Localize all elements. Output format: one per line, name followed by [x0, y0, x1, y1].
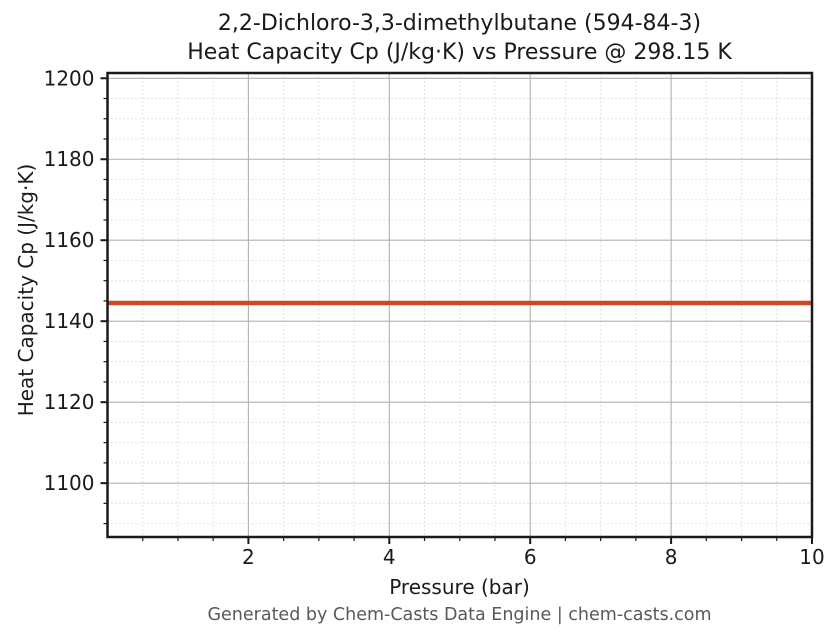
y-tick-label: 1100: [44, 471, 95, 495]
y-tick-label: 1120: [44, 390, 95, 414]
y-tick-label: 1160: [44, 228, 95, 252]
x-axis-label: Pressure (bar): [389, 575, 530, 599]
y-axis-label: Heat Capacity Cp (J/kg·K): [14, 163, 38, 417]
y-tick-label: 1180: [44, 147, 95, 171]
x-tick-label: 8: [665, 545, 678, 569]
y-tick-label: 1200: [44, 66, 95, 90]
x-tick-label: 10: [799, 545, 824, 569]
chart-title-line2: Heat Capacity Cp (J/kg·K) vs Pressure @ …: [187, 39, 732, 65]
axes-frame: [106, 71, 814, 539]
chart-title-line1: 2,2-Dichloro-3,3-dimethylbutane (594-84-…: [217, 11, 702, 36]
y-tick-label: 1140: [44, 309, 95, 333]
x-tick-label: 4: [383, 545, 396, 569]
chart-title: 2,2-Dichloro-3,3-dimethylbutane (594-84-…: [107, 10, 812, 67]
x-tick-label: 2: [242, 545, 255, 569]
footer-credit: Generated by Chem-Casts Data Engine | ch…: [207, 605, 712, 625]
x-tick-label: 6: [524, 545, 537, 569]
